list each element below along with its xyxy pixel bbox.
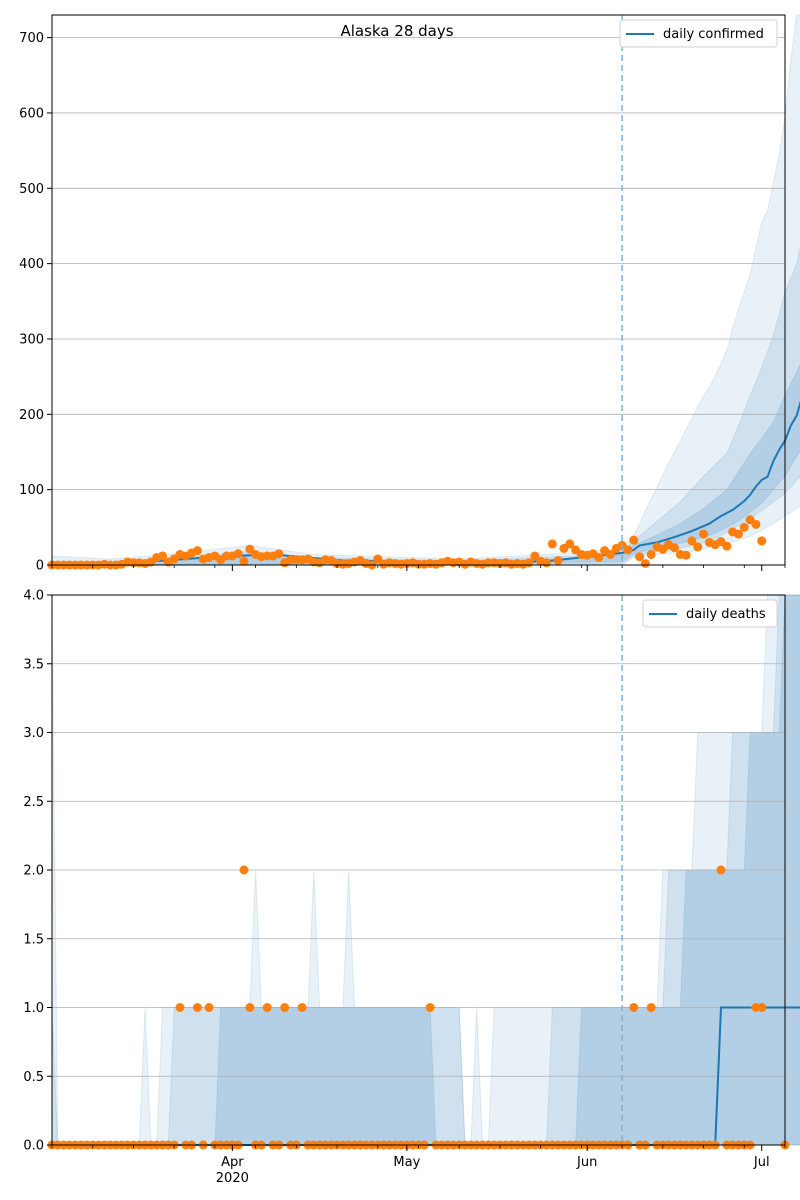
observed-point <box>565 539 575 549</box>
confirmed-y-axis: 0 100 200 300 400 500 600 700 <box>19 31 52 574</box>
y-tick-label: 3.5 <box>23 657 44 672</box>
confirmed-legend-box <box>619 19 778 48</box>
y-tick-label: 200 <box>19 408 44 423</box>
observed-point <box>192 546 202 556</box>
observed-point <box>524 558 534 568</box>
x-tick-label: Jun <box>576 1155 597 1170</box>
y-tick-label: 2.0 <box>23 864 44 879</box>
observed-point <box>733 529 743 539</box>
observed-point <box>757 536 767 546</box>
observed-point <box>239 556 249 566</box>
y-tick-label: 400 <box>19 257 44 272</box>
observed-point <box>239 865 249 875</box>
observed-point <box>245 1003 255 1012</box>
observed-point <box>553 555 563 565</box>
observed-point <box>629 1003 639 1012</box>
x-tick-label: May <box>393 1155 420 1170</box>
observed-point <box>204 1003 214 1012</box>
x-tick-sublabel: 2020 <box>216 1171 249 1186</box>
observed-point <box>425 1003 435 1012</box>
observed-point <box>547 539 557 549</box>
observed-point <box>716 865 726 875</box>
x-tick-label: Apr <box>221 1155 244 1170</box>
observed-point <box>757 1003 767 1012</box>
observed-point <box>605 549 615 559</box>
observed-point <box>751 519 761 529</box>
observed-point <box>175 1003 185 1012</box>
observed-point <box>739 522 749 532</box>
y-tick-label: 700 <box>19 31 44 46</box>
y-tick-label: 300 <box>19 332 44 347</box>
observed-point <box>623 545 633 555</box>
observed-point <box>681 550 691 560</box>
observed-point <box>640 558 650 568</box>
observed-point <box>192 1003 202 1012</box>
observed-point <box>594 552 604 562</box>
observed-point <box>262 1003 272 1012</box>
y-tick-label: 500 <box>19 182 44 197</box>
x-tick-label: Jul <box>753 1155 770 1170</box>
y-tick-label: 0.5 <box>23 1070 44 1085</box>
observed-point <box>629 535 639 545</box>
confirmed-legend: daily confirmed <box>619 19 778 48</box>
y-tick-label: 3.0 <box>23 726 44 741</box>
observed-point <box>687 536 697 546</box>
y-tick-label: 0 <box>36 559 44 574</box>
observed-point <box>693 542 703 552</box>
y-tick-label: 1.0 <box>23 1001 44 1016</box>
y-tick-label: 2.5 <box>23 795 44 810</box>
confirmed-uncertainty-bands <box>51 14 800 566</box>
observed-point <box>646 1003 656 1012</box>
y-tick-label: 0.0 <box>23 1139 44 1154</box>
observed-point <box>274 549 284 559</box>
observed-point <box>541 558 551 568</box>
chart-title: Alaska 28 days <box>340 22 453 40</box>
observed-point <box>245 544 255 554</box>
confirmed-chart-panel: 0 100 200 300 400 500 600 700 daily confirmed A… <box>19 14 800 574</box>
observed-point <box>158 551 168 561</box>
observed-point <box>297 1003 307 1012</box>
deaths-y-axis: 0.0 0.5 1.0 1.5 2.0 2.5 3.0 3.5 4.0 <box>23 589 52 1154</box>
observed-point <box>699 529 709 539</box>
confirmed-x-axis <box>51 565 786 571</box>
deaths-legend-label: daily deaths <box>686 607 766 622</box>
y-tick-label: 4.0 <box>23 589 44 604</box>
observed-point <box>280 1003 290 1012</box>
observed-point <box>722 541 732 551</box>
observed-point <box>635 552 645 562</box>
observed-point <box>646 549 656 559</box>
uncertainty-band-3 <box>51 363 800 566</box>
deaths-legend: daily deaths <box>642 599 778 628</box>
y-tick-label: 1.5 <box>23 932 44 947</box>
observed-point <box>669 543 679 553</box>
observed-point <box>373 554 383 564</box>
y-tick-label: 100 <box>19 483 44 498</box>
y-tick-label: 600 <box>19 106 44 121</box>
deaths-legend-box <box>642 599 778 628</box>
observed-point <box>530 551 540 561</box>
uncertainty-band-1 <box>51 14 800 566</box>
confirmed-legend-label: daily confirmed <box>663 27 764 42</box>
observed-point <box>233 549 243 559</box>
